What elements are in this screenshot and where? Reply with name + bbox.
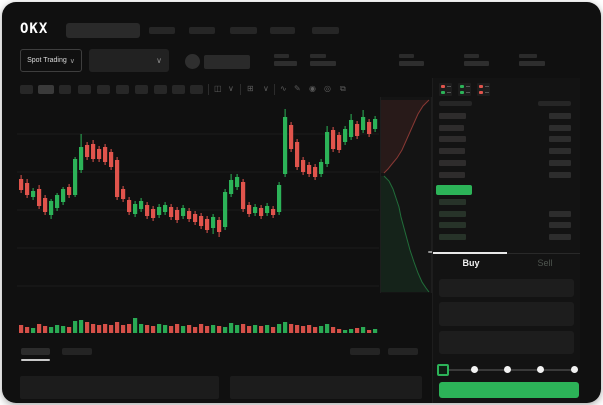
nav-item-5[interactable] xyxy=(312,27,339,34)
buy-tab-underline xyxy=(433,252,507,254)
ask-row[interactable] xyxy=(433,159,580,167)
orders-tab-underline xyxy=(21,359,50,361)
nav-item-3[interactable] xyxy=(230,27,257,34)
slider-stop-dot[interactable] xyxy=(537,366,545,373)
nav-item-2[interactable] xyxy=(189,27,215,34)
toolbar-divider xyxy=(274,84,275,95)
timeframe-button-4[interactable] xyxy=(78,85,91,94)
depth-chart[interactable] xyxy=(380,97,430,293)
timeframe-button-2-active[interactable] xyxy=(38,85,54,94)
depth-chart-panel xyxy=(380,97,432,293)
market-type-label: Spot Trading xyxy=(27,57,67,64)
ask-row[interactable] xyxy=(433,171,580,179)
line-tool-icon[interactable]: ∿ xyxy=(280,84,287,93)
slider-stop-dot[interactable] xyxy=(570,366,578,373)
timeframe-button-9[interactable] xyxy=(172,85,185,94)
chevron-down-icon: ∨ xyxy=(69,57,75,65)
orderbook-view-both-icon[interactable] xyxy=(439,83,452,96)
last-price-marker xyxy=(428,251,435,253)
history-tab[interactable] xyxy=(62,348,92,355)
footer-action-button-1[interactable] xyxy=(350,348,380,355)
indicators-icon[interactable]: ⊞ xyxy=(247,84,254,93)
toolbar-divider xyxy=(208,84,209,95)
timeframe-button-5[interactable] xyxy=(97,85,110,94)
slider-handle[interactable] xyxy=(437,364,449,376)
chevron-down-icon[interactable]: ∨ xyxy=(228,84,234,93)
ask-row[interactable] xyxy=(433,148,580,155)
ask-row[interactable] xyxy=(433,113,580,120)
orderbook-view-bids-icon[interactable] xyxy=(458,83,471,96)
timeframe-button-3[interactable] xyxy=(59,85,71,94)
orders-panel-left[interactable] xyxy=(20,376,219,399)
settings-icon[interactable]: ◎ xyxy=(324,84,331,93)
orders-tab-active[interactable] xyxy=(21,348,50,355)
bid-row[interactable] xyxy=(433,199,580,206)
search-input[interactable] xyxy=(66,23,140,38)
okx-logo[interactable]: OKX xyxy=(20,21,49,37)
timeframe-button-7[interactable] xyxy=(135,85,148,94)
ask-row[interactable] xyxy=(433,136,580,143)
bid-row[interactable] xyxy=(433,222,580,229)
timeframe-button-10[interactable] xyxy=(190,85,203,94)
slider-stop-dot[interactable] xyxy=(470,366,478,373)
amount-input[interactable] xyxy=(439,302,574,326)
orderbook-col-amount-header xyxy=(538,101,571,106)
bid-row[interactable] xyxy=(433,234,580,241)
orders-panel-right[interactable] xyxy=(230,376,422,399)
toolbar-divider xyxy=(240,84,241,95)
tab-buy[interactable]: Buy xyxy=(462,258,480,268)
timeframe-button-1[interactable] xyxy=(20,85,33,94)
buy-submit-button[interactable] xyxy=(439,382,579,398)
camera-snapshot-icon[interactable]: ◉ xyxy=(309,84,316,93)
pair-name-placeholder[interactable] xyxy=(204,55,250,69)
nav-item-4[interactable] xyxy=(270,27,295,34)
nav-item-1[interactable] xyxy=(149,27,175,34)
footer-action-button-2[interactable] xyxy=(388,348,418,355)
orderbook-panel: Buy Sell xyxy=(432,78,580,403)
bid-row[interactable] xyxy=(433,210,580,218)
last-price-badge[interactable] xyxy=(436,185,472,195)
timeframe-button-6[interactable] xyxy=(116,85,129,94)
slider-stop-dot[interactable] xyxy=(504,366,512,373)
candle-style-icon[interactable]: ◫ xyxy=(214,84,222,93)
fullscreen-icon[interactable]: ⧉ xyxy=(340,84,346,93)
orderbook-col-price-header xyxy=(439,101,472,106)
market-type-dropdown[interactable]: Spot Trading ∨ xyxy=(20,49,82,72)
tab-sell[interactable]: Sell xyxy=(537,258,553,268)
ask-row[interactable] xyxy=(433,124,580,132)
timeframe-button-8[interactable] xyxy=(154,85,167,94)
pair-selector-dropdown[interactable]: ∨ xyxy=(89,49,169,72)
draw-pencil-icon[interactable]: ✎ xyxy=(294,84,301,93)
coin-avatar xyxy=(185,54,200,69)
chevron-down-icon: ∨ xyxy=(156,56,162,65)
candlestick-chart[interactable] xyxy=(17,97,379,342)
price-input[interactable] xyxy=(439,279,574,297)
chevron-down-icon[interactable]: ∨ xyxy=(263,84,269,93)
total-input[interactable] xyxy=(439,331,574,354)
orderbook-view-asks-icon[interactable] xyxy=(477,83,490,96)
